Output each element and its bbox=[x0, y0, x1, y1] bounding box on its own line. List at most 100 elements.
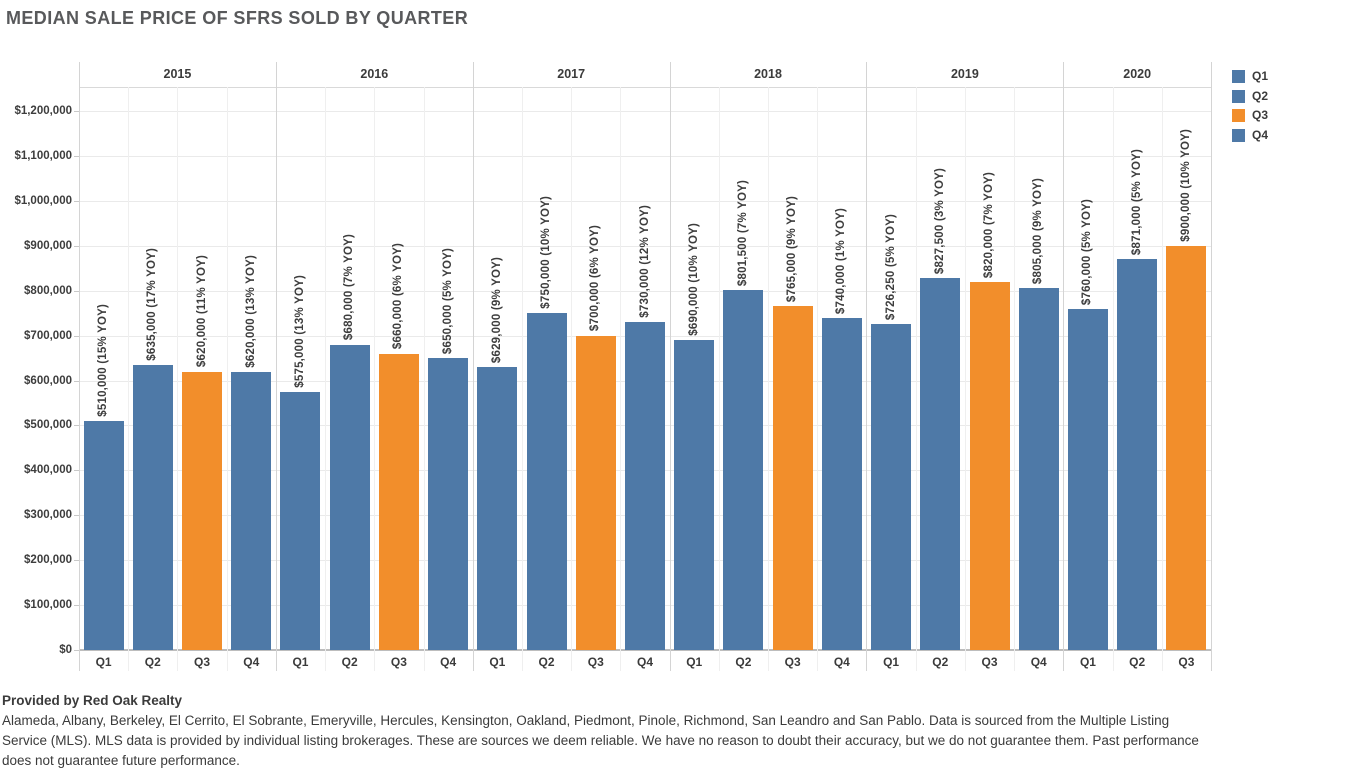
x-axis-line bbox=[79, 649, 1211, 651]
x-axis-label-2016-Q3: Q3 bbox=[390, 655, 407, 669]
x-axis-label-2020-Q1: Q1 bbox=[1079, 655, 1096, 669]
footer: Provided by Red Oak Realty Alameda, Alba… bbox=[2, 691, 1272, 770]
x-axis-label-2018-Q2: Q2 bbox=[735, 655, 752, 669]
y-tick-label: $500,000 bbox=[24, 419, 72, 432]
bar-2016-Q3[interactable] bbox=[378, 353, 419, 650]
y-tick-label: $0 bbox=[59, 644, 72, 656]
y-tick-mark bbox=[74, 200, 79, 202]
legend: Q1 Q2 Q3 Q4 bbox=[1232, 70, 1268, 148]
year-header-underline bbox=[79, 87, 1211, 88]
bar-2015-Q3[interactable] bbox=[182, 371, 223, 650]
y-tick-mark bbox=[74, 111, 79, 112]
y-tick-label: $600,000 bbox=[24, 374, 72, 387]
y-tick-label: $800,000 bbox=[24, 284, 72, 297]
bar-2015-Q1[interactable] bbox=[83, 420, 124, 650]
legend-label: Q2 bbox=[1252, 88, 1269, 103]
x-axis-label-2019-Q4: Q4 bbox=[1030, 655, 1047, 669]
bar-label-2017-Q4: $730,000 (12% YOY) bbox=[638, 205, 651, 319]
x-axis-label-2016-Q2: Q2 bbox=[341, 655, 358, 669]
bar-2018-Q1[interactable] bbox=[674, 340, 715, 650]
bar-label-2018-Q2: $801,500 (7% YOY) bbox=[736, 179, 749, 286]
x-axis-label-2015-Q2: Q2 bbox=[144, 655, 161, 669]
bar-2018-Q3[interactable] bbox=[772, 306, 813, 650]
bar-2015-Q4[interactable] bbox=[231, 371, 272, 650]
bar-label-2016-Q3: $660,000 (6% YOY) bbox=[392, 243, 405, 350]
quarter-divider bbox=[718, 87, 720, 671]
bar-2020-Q2[interactable] bbox=[1117, 258, 1158, 650]
x-axis-label-2016-Q1: Q1 bbox=[292, 655, 309, 669]
bar-label-2016-Q4: $650,000 (5% YOY) bbox=[441, 247, 454, 355]
x-axis-label-2017-Q4: Q4 bbox=[636, 655, 653, 669]
quarter-divider bbox=[1014, 87, 1016, 671]
year-divider bbox=[866, 62, 868, 671]
year-label-2020: 2020 bbox=[1123, 67, 1152, 81]
legend-item-q3[interactable]: Q3 bbox=[1232, 109, 1268, 122]
bar-label-2020-Q3: $900,000 (10% YOY) bbox=[1179, 129, 1192, 242]
bar-2016-Q1[interactable] bbox=[280, 391, 321, 650]
year-divider bbox=[472, 62, 474, 671]
y-tick-label: $200,000 bbox=[24, 554, 72, 567]
x-axis-label-2017-Q3: Q3 bbox=[587, 655, 604, 669]
bar-2018-Q4[interactable] bbox=[821, 317, 862, 650]
bar-2016-Q2[interactable] bbox=[329, 344, 370, 650]
y-tick-label: $1,200,000 bbox=[14, 105, 72, 117]
year-label-2016: 2016 bbox=[360, 67, 389, 81]
bar-label-2016-Q1: $575,000 (13% YOY) bbox=[293, 275, 306, 388]
bar-label-2015-Q1: $510,000 (15% YOY) bbox=[97, 304, 110, 417]
x-axis-label-2019-Q3: Q3 bbox=[981, 655, 998, 669]
quarter-divider bbox=[571, 87, 573, 671]
x-axis-label-2015-Q1: Q1 bbox=[95, 655, 112, 669]
quarter-divider bbox=[915, 87, 917, 671]
y-tick-label: $100,000 bbox=[24, 599, 72, 612]
y-tick-mark bbox=[74, 335, 79, 337]
x-axis-label-2018-Q4: Q4 bbox=[833, 655, 850, 669]
y-tick-mark bbox=[74, 155, 79, 157]
legend-label: Q4 bbox=[1252, 127, 1269, 142]
bar-2015-Q2[interactable] bbox=[132, 364, 173, 650]
bar-label-2020-Q1: $760,000 (5% YOY) bbox=[1081, 198, 1094, 305]
bar-2018-Q2[interactable] bbox=[723, 289, 764, 650]
bar-2019-Q4[interactable] bbox=[1018, 288, 1059, 650]
y-gridline bbox=[79, 111, 1211, 112]
quarter-divider bbox=[374, 87, 376, 671]
year-label-2018: 2018 bbox=[754, 67, 782, 81]
bar-2020-Q1[interactable] bbox=[1067, 308, 1108, 650]
x-axis-label-2020-Q3: Q3 bbox=[1178, 655, 1195, 669]
y-gridline bbox=[79, 245, 1211, 247]
quarter-divider bbox=[1161, 87, 1163, 671]
quarter-divider bbox=[964, 87, 966, 671]
x-axis-label-2016-Q4: Q4 bbox=[440, 655, 457, 669]
y-tick-mark bbox=[74, 560, 79, 562]
bar-label-2015-Q3: $620,000 (11% YOY) bbox=[195, 255, 208, 368]
bar-2019-Q1[interactable] bbox=[871, 323, 912, 650]
legend-item-q1[interactable]: Q1 bbox=[1232, 70, 1268, 83]
bar-2017-Q4[interactable] bbox=[625, 322, 665, 650]
y-tick-mark bbox=[74, 515, 79, 517]
bar-label-2015-Q2: $635,000 (17% YOY) bbox=[146, 248, 159, 361]
legend-item-q4[interactable]: Q4 bbox=[1232, 127, 1269, 142]
year-label-2017: 2017 bbox=[557, 67, 586, 81]
quarter-divider bbox=[423, 87, 425, 671]
bar-2017-Q2[interactable] bbox=[526, 313, 567, 650]
year-divider bbox=[1063, 62, 1065, 671]
bar-2017-Q1[interactable] bbox=[477, 367, 518, 650]
x-axis-label-2018-Q1: Q1 bbox=[686, 655, 703, 669]
bar-2016-Q4[interactable] bbox=[428, 358, 469, 650]
footer-disclaimer-line: does not guarantee future performance. bbox=[2, 753, 240, 768]
bar-label-2019-Q1: $726,250 (5% YOY) bbox=[884, 213, 897, 320]
y-tick-mark bbox=[74, 605, 79, 607]
quarter-divider bbox=[817, 87, 819, 671]
bar-2020-Q3[interactable] bbox=[1166, 245, 1207, 650]
bar-2019-Q3[interactable] bbox=[969, 281, 1010, 650]
legend-item-q2[interactable]: Q2 bbox=[1232, 88, 1269, 103]
x-axis-label-2019-Q1: Q1 bbox=[883, 655, 900, 669]
y-tick-label: $1,100,000 bbox=[14, 149, 72, 162]
bar-label-2018-Q3: $765,000 (9% YOY) bbox=[786, 196, 799, 303]
quarter-divider bbox=[1112, 87, 1114, 671]
year-divider bbox=[275, 62, 277, 671]
x-axis-label-2020-Q2: Q2 bbox=[1129, 655, 1146, 669]
x-axis-label-2019-Q2: Q2 bbox=[932, 655, 949, 669]
legend-label: Q1 bbox=[1252, 69, 1269, 83]
bar-2017-Q3[interactable] bbox=[575, 335, 616, 650]
bar-2019-Q2[interactable] bbox=[920, 278, 961, 650]
